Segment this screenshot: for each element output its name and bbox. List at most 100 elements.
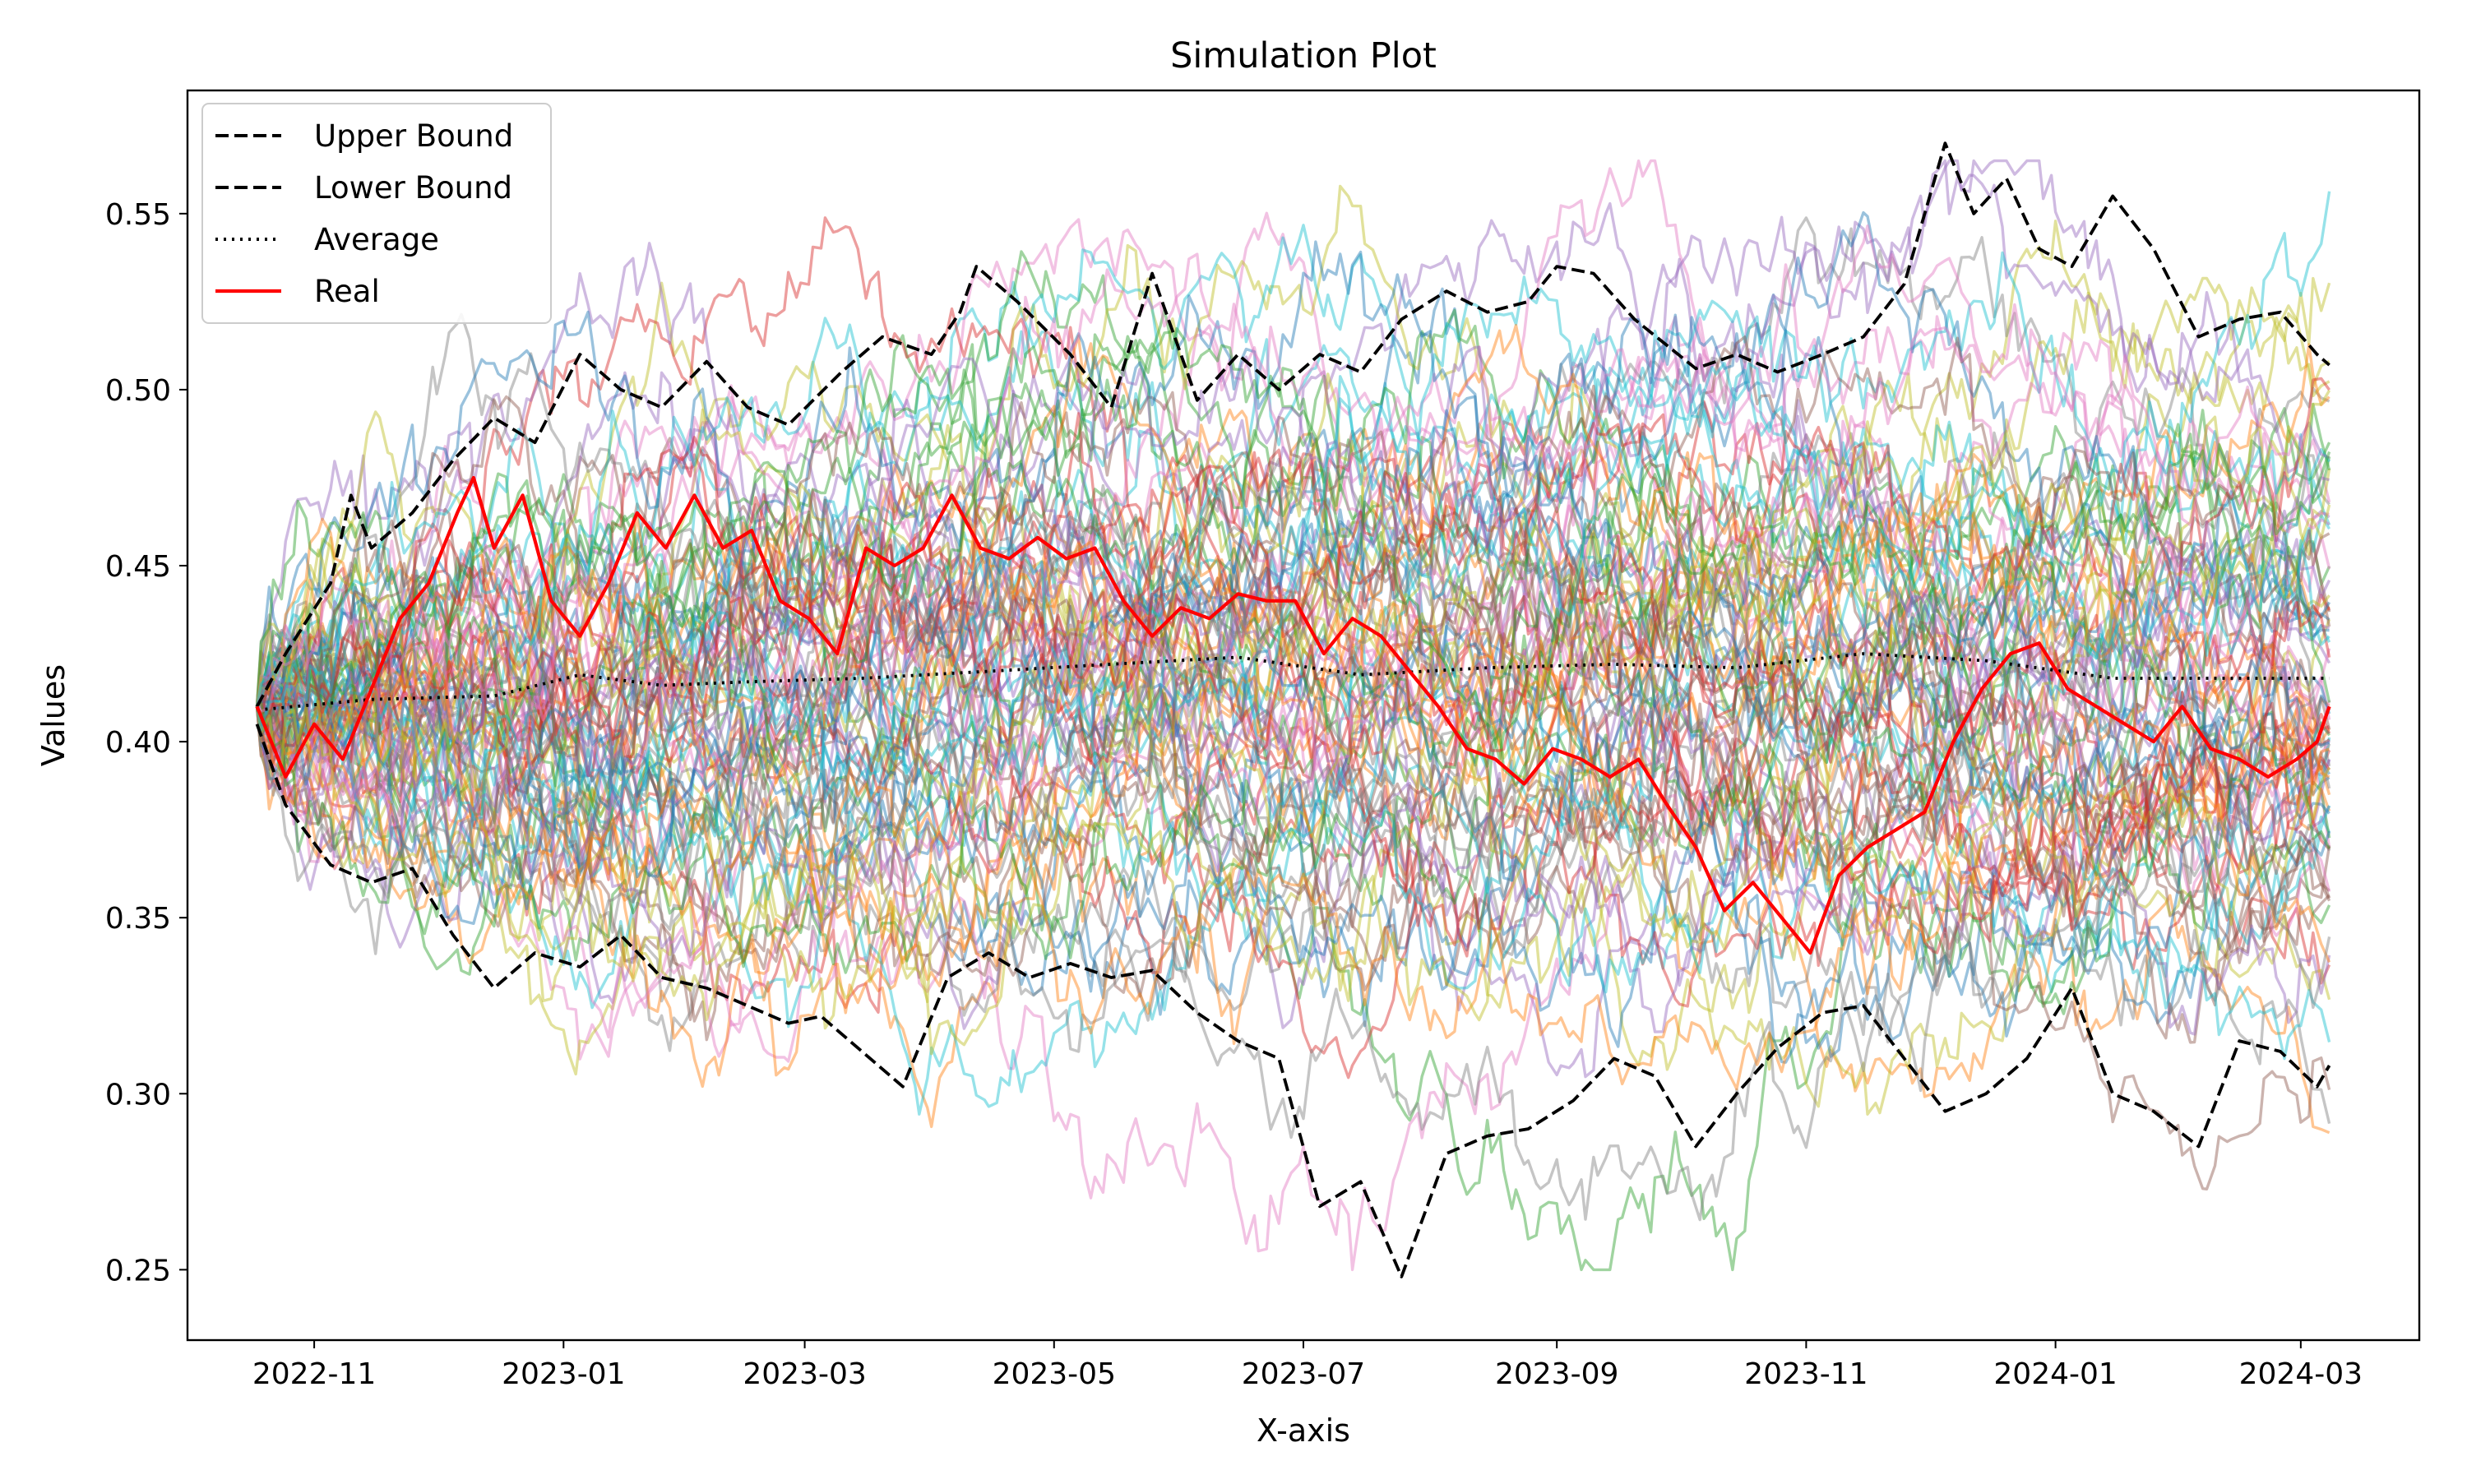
simulated-path: [255, 423, 2331, 974]
simulated-path: [255, 377, 2330, 798]
chart-title: Simulation Plot: [1170, 35, 1437, 76]
simulated-path: [255, 659, 2331, 1010]
simulated-path: [255, 494, 2330, 1135]
simulated-path: [255, 432, 2331, 837]
legend-box: [201, 103, 552, 324]
simulated-paths: [255, 159, 2331, 1272]
simulated-path: [255, 408, 2330, 941]
simulated-path: [255, 662, 2331, 1091]
simulated-path: [255, 442, 2331, 851]
simulated-path: [255, 557, 2331, 1015]
simulated-path: [255, 184, 2330, 870]
y-tick-label: 0.30: [105, 1078, 171, 1112]
simulated-path: [255, 453, 2330, 943]
simulated-path: [255, 454, 2330, 1044]
simulated-path: [255, 553, 2331, 985]
x-tick-label: 2022-11: [252, 1357, 376, 1391]
simulated-path: [255, 517, 2331, 1022]
simulated-path: [255, 437, 2331, 1129]
simulated-path: [255, 276, 2331, 724]
simulated-path: [255, 372, 2331, 957]
x-tick-label: 2023-11: [1744, 1357, 1868, 1391]
simulated-path: [255, 542, 2331, 1042]
simulated-path: [256, 335, 2330, 742]
simulated-path: [255, 400, 2331, 913]
legend-label: Lower Bound: [314, 170, 512, 206]
simulated-path: [255, 159, 2330, 1030]
simulated-path: [255, 224, 2331, 1039]
series-line-upper-bound: [255, 141, 2330, 708]
simulated-path: [255, 494, 2330, 1003]
simulated-path: [255, 431, 2330, 1052]
simulated-path: [255, 355, 2331, 859]
x-tick-label: 2024-01: [1993, 1357, 2117, 1391]
simulated-path: [255, 532, 2330, 904]
simulated-path: [255, 437, 2330, 959]
simulated-path: [255, 442, 2331, 1079]
simulated-path: [255, 362, 2330, 777]
simulated-path: [256, 280, 2331, 1001]
simulated-path: [255, 220, 2330, 885]
simulated-path: [255, 389, 2331, 844]
x-tick-label: 2023-01: [502, 1357, 625, 1391]
series-line-real: [255, 475, 2331, 955]
x-tick-label: 2023-07: [1242, 1357, 1365, 1391]
simulated-path: [255, 525, 2330, 1028]
simulated-path: [255, 500, 2330, 1076]
simulated-path: [255, 343, 2330, 806]
simulated-path: [255, 547, 2331, 965]
simulated-path: [255, 459, 2331, 970]
simulated-path: [255, 504, 2331, 1056]
x-tick-label: 2023-05: [993, 1357, 1116, 1391]
simulated-path: [255, 510, 2330, 1029]
simulated-path: [256, 624, 2331, 1191]
y-tick-label: 0.40: [105, 726, 171, 760]
simulated-path: [256, 497, 2330, 915]
simulated-path: [255, 315, 2330, 913]
series-line-average: [257, 652, 2330, 712]
simulated-path: [255, 371, 2330, 949]
simulated-path: [255, 460, 2330, 792]
simulated-path: [255, 408, 2331, 1116]
y-tick-label: 0.55: [105, 198, 171, 232]
simulated-path: [255, 504, 2331, 929]
simulated-path: [257, 449, 2331, 815]
simulated-path: [256, 473, 2331, 1272]
simulated-path: [256, 307, 2331, 806]
simulated-path: [257, 515, 2331, 987]
simulated-path: [256, 442, 2331, 954]
simulated-path: [255, 638, 2331, 1058]
simulated-path: [256, 308, 2331, 844]
x-tick-label: 2023-09: [1495, 1357, 1618, 1391]
simulated-path: [255, 556, 2330, 1064]
simulated-path: [255, 287, 2331, 867]
x-axis: 2022-11 2023-01 2023-03 2023-05 2023-07 2023-…: [252, 1340, 2363, 1391]
simulated-path: [255, 424, 2331, 1272]
simulated-path: [255, 520, 2331, 1071]
simulated-path: [255, 323, 2330, 975]
simulated-path: [255, 366, 2331, 904]
simulated-path: [255, 578, 2331, 1089]
simulated-path: [255, 574, 2331, 1124]
simulated-path: [255, 293, 2331, 962]
simulated-path: [255, 367, 2331, 757]
simulated-path: [255, 478, 2330, 830]
y-tick-label: 0.35: [105, 902, 171, 936]
simulated-path: [256, 412, 2331, 1008]
simulated-path: [255, 218, 2331, 903]
simulated-path: [255, 483, 2330, 794]
simulated-path: [255, 549, 2330, 903]
y-axis: 0.25 0.30 0.35 0.40 0.45 0.50 0.55: [105, 198, 187, 1288]
simulated-path: [255, 409, 2331, 976]
legend-label: Upper Bound: [314, 118, 513, 154]
simulated-path: [255, 224, 2331, 742]
simulated-path: [255, 216, 2330, 846]
simulated-path: [255, 522, 2331, 902]
x-tick-label: 2024-03: [2239, 1357, 2363, 1391]
simulated-path: [255, 216, 2330, 899]
legend-label: Average: [314, 222, 439, 257]
summary-series: [255, 141, 2331, 1278]
y-tick-label: 0.45: [105, 550, 171, 584]
